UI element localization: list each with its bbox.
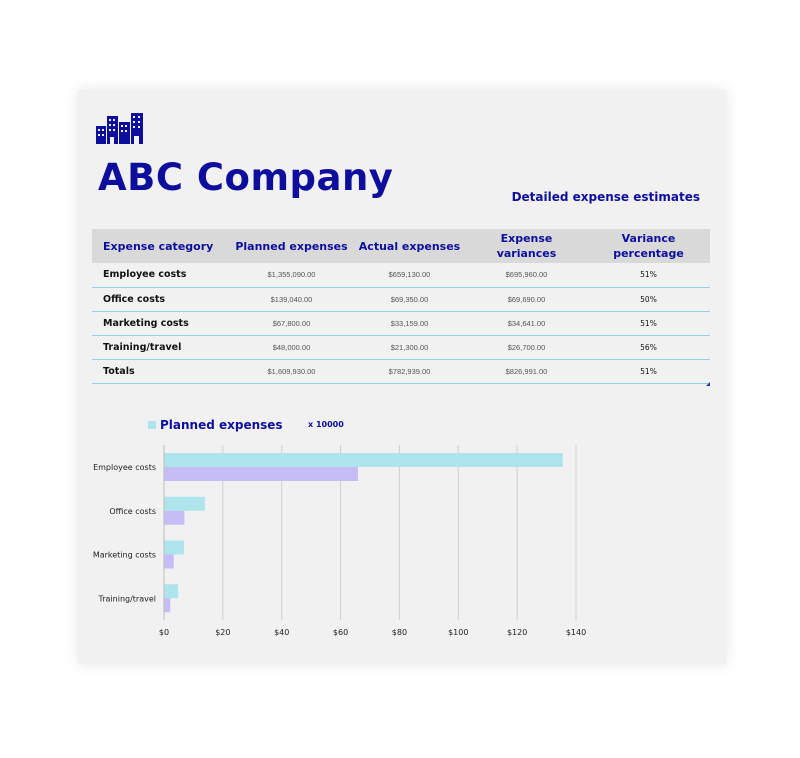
cell-planned[interactable]: $1,609,930.00 bbox=[267, 366, 316, 376]
cell-actual[interactable]: $659,130.00 bbox=[388, 270, 431, 280]
cell-category[interactable]: Employee costs bbox=[103, 269, 187, 281]
cell-percentage[interactable]: 51% bbox=[640, 270, 657, 280]
cell-planned[interactable]: $67,800.00 bbox=[272, 318, 311, 328]
bar bbox=[164, 540, 184, 555]
y-category-label: Office costs bbox=[109, 507, 156, 516]
cell-planned[interactable]: $1,355,090.00 bbox=[267, 270, 316, 280]
x-tick-label: $100 bbox=[448, 628, 468, 637]
cell-percentage[interactable]: 56% bbox=[640, 342, 657, 352]
x-tick-label: $140 bbox=[566, 628, 586, 637]
bar bbox=[164, 467, 358, 481]
table-header-row: Expense category Planned expenses Actual… bbox=[92, 229, 710, 263]
legend-swatch-planned bbox=[148, 421, 156, 429]
legend-label-planned: Planned expenses bbox=[160, 418, 283, 432]
column-header-variance-percentage[interactable]: Variance percentage bbox=[613, 232, 684, 260]
x-tick-label: $0 bbox=[159, 628, 169, 637]
expense-table: Expense category Planned expenses Actual… bbox=[92, 229, 710, 384]
y-category-label: Employee costs bbox=[93, 463, 156, 472]
column-header-variances[interactable]: Expense variances bbox=[496, 232, 557, 260]
column-header-planned[interactable]: Planned expenses bbox=[235, 239, 348, 253]
cell-variance[interactable]: $34,641.00 bbox=[507, 318, 546, 328]
table-resize-handle[interactable] bbox=[706, 382, 710, 386]
y-category-label: Marketing costs bbox=[93, 551, 156, 560]
x-tick-label: $60 bbox=[333, 628, 348, 637]
company-name: ABC Company bbox=[98, 156, 394, 199]
table-row: Marketing costs $67,800.00 $33,159.00 $3… bbox=[92, 311, 710, 335]
buildings-icon bbox=[96, 113, 143, 144]
x-tick-label: $20 bbox=[215, 628, 230, 637]
cell-actual[interactable]: $33,159.00 bbox=[390, 318, 429, 328]
totals-row: Totals $1,609,930.00 $782,939.00 $826,99… bbox=[92, 359, 710, 383]
cell-planned[interactable]: $48,000.00 bbox=[272, 342, 311, 352]
expense-bar-chart: $0 $20 $40 $60 $80 $100 $120 $140 Employee costs… bbox=[93, 445, 586, 637]
cell-variance[interactable]: $695,960.00 bbox=[505, 270, 548, 280]
cell-category[interactable]: Marketing costs bbox=[103, 317, 189, 329]
cell-variance[interactable]: $69,690.00 bbox=[507, 294, 546, 304]
bar bbox=[164, 584, 179, 599]
cell-category[interactable]: Office costs bbox=[103, 293, 166, 305]
expense-sheet: ABC Company Detailed expense estimates E… bbox=[78, 90, 726, 664]
y-category-label: Training/travel bbox=[98, 594, 156, 603]
cell-actual[interactable]: $21,300.00 bbox=[390, 342, 429, 352]
table-row: Office costs $139,040.00 $69,350.00 $69,… bbox=[92, 287, 710, 311]
column-header-category[interactable]: Expense category bbox=[103, 239, 214, 253]
report-subtitle: Detailed expense estimates bbox=[511, 190, 700, 204]
cell-category[interactable]: Totals bbox=[103, 365, 135, 377]
bar bbox=[164, 453, 563, 467]
cell-actual[interactable]: $782,939.00 bbox=[388, 366, 431, 376]
cell-percentage[interactable]: 50% bbox=[640, 294, 657, 304]
x-tick-label: $80 bbox=[392, 628, 407, 637]
cell-actual[interactable]: $69,350.00 bbox=[390, 294, 429, 304]
cell-percentage[interactable]: 51% bbox=[640, 366, 657, 376]
bar bbox=[164, 510, 185, 525]
cell-variance[interactable]: $826,991.00 bbox=[505, 366, 548, 376]
table-row: Training/travel $48,000.00 $21,300.00 $2… bbox=[92, 335, 710, 359]
x-tick-label: $40 bbox=[274, 628, 289, 637]
cell-variance[interactable]: $26,700.00 bbox=[507, 342, 546, 352]
chart-legend: Planned expenses bbox=[148, 418, 283, 432]
bar bbox=[164, 598, 171, 613]
cell-category[interactable]: Training/travel bbox=[103, 341, 182, 353]
table-row: Employee costs $1,355,090.00 $659,130.00… bbox=[92, 263, 710, 287]
x-tick-label: $120 bbox=[507, 628, 527, 637]
cell-percentage[interactable]: 51% bbox=[640, 318, 657, 328]
chart-scale-note: x 10000 bbox=[308, 420, 344, 429]
bar bbox=[164, 496, 205, 511]
column-header-actual[interactable]: Actual expenses bbox=[358, 239, 461, 253]
bar bbox=[164, 554, 174, 569]
cell-planned[interactable]: $139,040.00 bbox=[270, 294, 313, 304]
